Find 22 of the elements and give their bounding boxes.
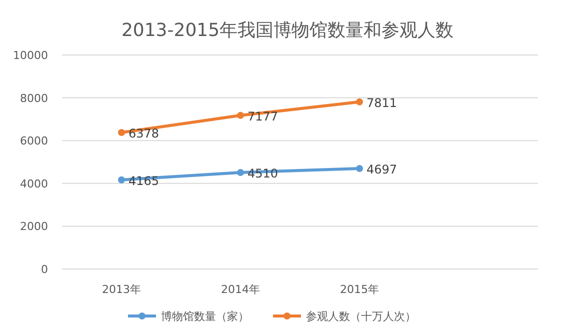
y-tick-label: 4000 — [20, 177, 48, 190]
x-tick-label: 2013年 — [102, 283, 141, 296]
point — [118, 176, 125, 184]
point — [118, 129, 125, 136]
legend-label: 参观人数（十万人次） — [306, 310, 416, 323]
x-tick-label: 2015年 — [340, 283, 379, 296]
y-tick-label: 0 — [41, 263, 48, 276]
y-tick-label: 10000 — [13, 49, 48, 62]
x-tick-label: 2014年 — [221, 283, 260, 296]
data-label: 7177 — [248, 109, 278, 124]
y-tick-label: 6000 — [20, 134, 48, 148]
legend-label: 博物馆数量（家） — [161, 310, 249, 323]
point — [356, 164, 363, 172]
data-label: 6378 — [128, 126, 160, 141]
y-tick-label: 2000 — [20, 220, 48, 234]
data-label: 7811 — [366, 96, 398, 110]
point — [237, 168, 244, 176]
chart-title: 2013-2015年我国博物馆数量和参观人数 — [121, 20, 454, 41]
point — [237, 112, 244, 119]
y-tick-label: 8000 — [20, 92, 48, 105]
data-label: 4697 — [366, 162, 398, 176]
point — [356, 98, 363, 106]
